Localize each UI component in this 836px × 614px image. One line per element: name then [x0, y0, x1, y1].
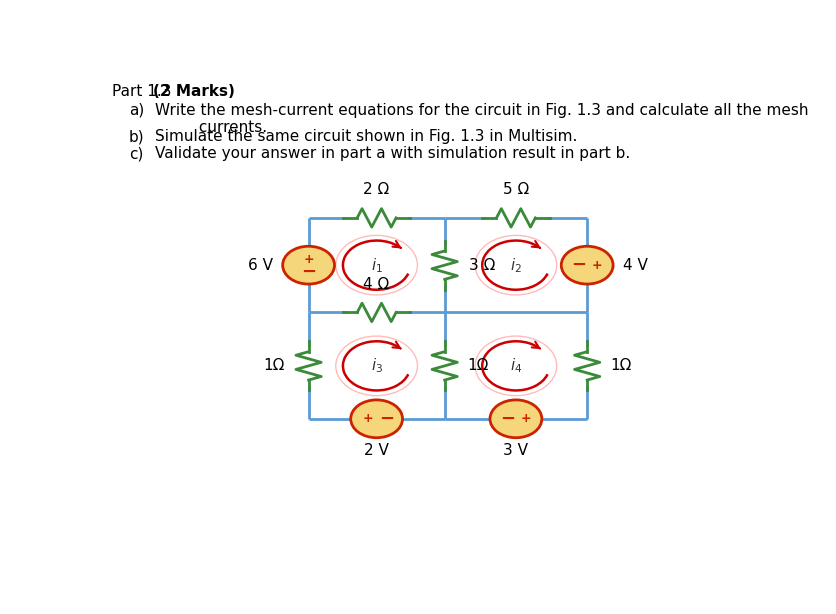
Text: a): a)	[129, 103, 145, 118]
Text: 2 V: 2 V	[364, 443, 389, 459]
Text: −: −	[301, 263, 316, 281]
Text: −: −	[500, 410, 515, 428]
Text: 3 Ω: 3 Ω	[469, 258, 496, 273]
Circle shape	[283, 246, 334, 284]
Text: 4 V: 4 V	[623, 258, 648, 273]
Circle shape	[490, 400, 542, 438]
Text: +: +	[520, 413, 531, 426]
Text: +: +	[303, 252, 314, 265]
Text: 1Ω: 1Ω	[467, 359, 489, 373]
Text: −: −	[379, 410, 394, 428]
Text: $i_1$: $i_1$	[370, 256, 383, 274]
Text: 2 Ω: 2 Ω	[364, 182, 390, 196]
Text: 1Ω: 1Ω	[263, 359, 284, 373]
Text: 3 V: 3 V	[503, 443, 528, 459]
Text: Simulate the same circuit shown in Fig. 1.3 in Multisim.: Simulate the same circuit shown in Fig. …	[155, 130, 578, 144]
Text: Validate your answer in part a with simulation result in part b.: Validate your answer in part a with simu…	[155, 146, 630, 161]
Text: −: −	[571, 256, 586, 274]
Circle shape	[561, 246, 613, 284]
Text: +: +	[592, 258, 602, 271]
Text: +: +	[363, 413, 374, 426]
Text: $i_3$: $i_3$	[370, 357, 383, 375]
Text: 1Ω: 1Ω	[610, 359, 631, 373]
Text: (2 Marks): (2 Marks)	[153, 84, 235, 99]
Text: Write the mesh-current equations for the circuit in Fig. 1.3 and calculate all t: Write the mesh-current equations for the…	[155, 103, 808, 136]
Text: b): b)	[129, 130, 145, 144]
Text: 4 Ω: 4 Ω	[364, 277, 390, 292]
Text: 6 V: 6 V	[248, 258, 273, 273]
Text: $i_2$: $i_2$	[510, 256, 522, 274]
Text: 5 Ω: 5 Ω	[502, 182, 529, 196]
Text: Part 1.3: Part 1.3	[112, 84, 176, 99]
Circle shape	[351, 400, 403, 438]
Text: $i_4$: $i_4$	[510, 357, 522, 375]
Text: c): c)	[129, 146, 144, 161]
